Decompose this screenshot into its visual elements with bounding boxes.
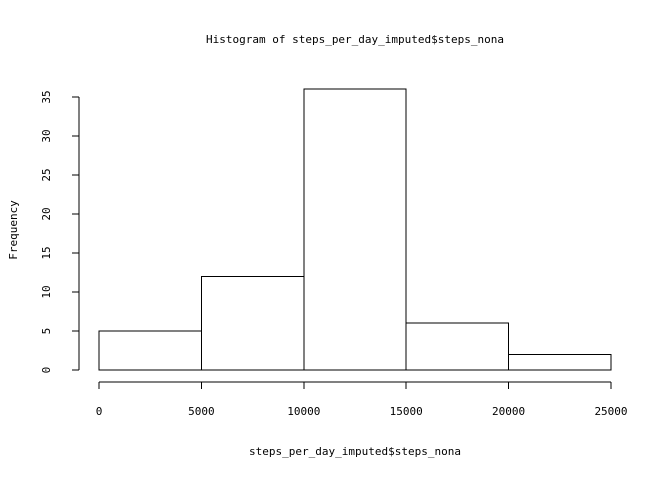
x-axis-label: steps_per_day_imputed$steps_nona	[249, 445, 461, 458]
y-axis-label: Frequency	[7, 200, 20, 260]
histogram-bar-0	[98, 330, 202, 371]
x-tick-label-4: 20000	[492, 405, 525, 418]
y-tick-label-4: 20	[40, 207, 53, 220]
y-tick-label-5: 25	[40, 168, 53, 181]
y-tick-label-0: 0	[40, 367, 53, 374]
x-tick-label-1: 5000	[188, 405, 215, 418]
x-tick-label-5: 25000	[594, 405, 627, 418]
bars-group	[98, 88, 612, 371]
y-axis: 0 5 10 15 20 25 30 35	[40, 90, 80, 374]
y-tick-label-1: 5	[40, 328, 53, 335]
x-tick-label-2: 10000	[287, 405, 320, 418]
histogram-bar-1	[200, 275, 305, 371]
x-tick-label-3: 15000	[390, 405, 423, 418]
histogram-bar-3	[405, 322, 510, 371]
histogram-bar-2	[303, 88, 407, 371]
x-axis: 0 5000 10000 15000 20000 25000	[96, 381, 628, 418]
y-tick-label-7: 35	[40, 90, 53, 103]
chart-title: Histogram of steps_per_day_imputed$steps…	[206, 33, 504, 46]
histogram-bar-4	[508, 353, 612, 371]
y-tick-label-3: 15	[40, 246, 53, 259]
y-tick-label-2: 10	[40, 285, 53, 298]
y-tick-label-6: 30	[40, 129, 53, 142]
x-tick-label-0: 0	[96, 405, 103, 418]
